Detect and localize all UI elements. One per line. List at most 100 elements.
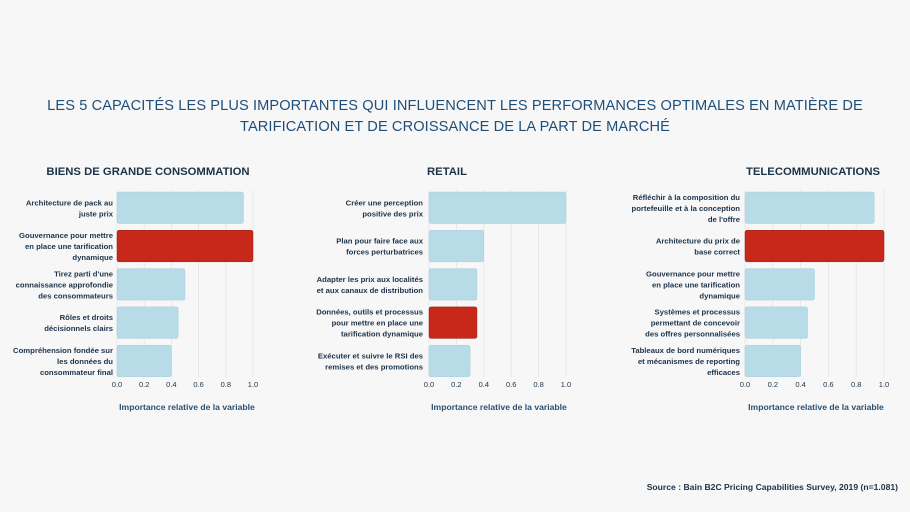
- category-label-line: tarification dynamique: [341, 330, 424, 339]
- bar: [744, 191, 875, 224]
- bar: [116, 191, 244, 224]
- category-label: Tirez parti d'une connaissance approfondi…: [16, 269, 114, 300]
- category-label: Tableaux de bord numériques et mécanismes…: [631, 346, 740, 377]
- category-label-line: Plan pour faire face aux: [336, 237, 423, 246]
- bar: [428, 344, 471, 377]
- category-label: Architecture de pack au juste prix: [26, 198, 114, 218]
- category-label-line: en place une tarification: [652, 280, 740, 289]
- category-label-line: consommateur final: [40, 368, 113, 377]
- category-label-line: Réfléchir à la composition du: [633, 193, 741, 202]
- bar: [428, 268, 478, 301]
- category-label: Plan pour faire face aux forces perturbat…: [336, 237, 423, 257]
- category-label: Systèmes et processus permettant de conce…: [645, 308, 740, 339]
- tick-label: 0.8: [221, 380, 231, 389]
- source-note: Source : Bain B2C Pricing Capabilities S…: [646, 482, 898, 492]
- panel-title: RETAIL: [427, 166, 467, 178]
- category-label-line: des offres personnalisées: [645, 330, 740, 339]
- tick-label: 1.0: [879, 380, 889, 389]
- category-label-line: Tableaux de bord numériques: [631, 346, 740, 355]
- tick-label: 0.8: [533, 380, 543, 389]
- bar-highlight: [428, 306, 478, 339]
- x-axis-label: Importance relative de la variable: [431, 402, 567, 412]
- category-label-line: portefeuille et à la conception: [632, 204, 741, 213]
- tick-label: 0.4: [795, 380, 805, 389]
- tick-label: 0.6: [823, 380, 833, 389]
- category-label-line: Gouvernance pour mettre: [19, 231, 114, 240]
- tick-label: 0.2: [768, 380, 778, 389]
- category-label-line: Architecture de pack au: [26, 198, 113, 207]
- tick-label: 0.0: [740, 380, 750, 389]
- x-axis-label: Importance relative de la variable: [748, 402, 884, 412]
- category-label-line: les données du: [57, 357, 113, 366]
- category-label-line: Architecture du prix de: [656, 237, 741, 246]
- category-label-line: Exécuter et suivre le RSI des: [318, 351, 423, 360]
- category-label-line: Créer une perception: [346, 198, 424, 207]
- category-label: Données, outils et processus pour mettre …: [316, 308, 424, 339]
- category-label-line: remises et des promotions: [325, 362, 423, 371]
- category-label-line: et mécanismes de reporting: [638, 357, 740, 366]
- tick-label: 0.6: [193, 380, 203, 389]
- chart-title-line-1: LES 5 CAPACITÉS LES PLUS IMPORTANTES QUI…: [47, 98, 863, 114]
- panel-title: TELECOMMUNICATIONS: [746, 166, 881, 178]
- category-label-line: permettant de concevoir: [651, 319, 740, 328]
- category-label-line: dynamique: [72, 253, 113, 262]
- category-label-line: en place une tarification: [25, 242, 113, 251]
- bar-highlight: [744, 230, 885, 263]
- category-label-line: Données, outils et processus: [316, 308, 423, 317]
- bar: [744, 268, 815, 301]
- tick-label: 0.0: [112, 380, 122, 389]
- category-label: Adapter les prix aux localités et aux can…: [317, 275, 424, 295]
- category-label: Gouvernance pour mettre en place une tari…: [646, 269, 741, 300]
- tick-label: 0.4: [166, 380, 176, 389]
- panel-title: BIENS DE GRANDE CONSOMMATION: [46, 166, 249, 178]
- tick-label: 1.0: [248, 380, 258, 389]
- category-label: Rôles et droits décisionnels clairs: [44, 313, 113, 333]
- tick-label: 1.0: [561, 380, 571, 389]
- tick-label: 0.2: [451, 380, 461, 389]
- tick-label: 0.0: [424, 380, 434, 389]
- chart-title: LES 5 CAPACITÉS LES PLUS IMPORTANTES QUI…: [0, 96, 910, 138]
- category-label-line: Adapter les prix aux localités: [317, 275, 423, 284]
- bar: [744, 344, 801, 377]
- category-label-line: dynamique: [699, 291, 740, 300]
- chart-panel-3: TELECOMMUNICATIONS Réfléchir à la composi…: [631, 166, 889, 412]
- category-label-line: Tirez parti d'une: [54, 269, 114, 278]
- category-label-line: Systèmes et processus: [655, 308, 740, 317]
- bar: [116, 268, 186, 301]
- bar: [744, 306, 808, 339]
- category-label-line: et aux canaux de distribution: [317, 286, 424, 295]
- x-axis-label: Importance relative de la variable: [119, 402, 255, 412]
- category-label-line: Gouvernance pour mettre: [646, 269, 741, 278]
- chart-title-line-2: TARIFICATION ET DE CROISSANCE DE LA PART…: [240, 119, 670, 135]
- bar-highlight: [116, 230, 254, 263]
- category-label-line: de l'offre: [708, 215, 741, 224]
- category-label-line: juste prix: [78, 209, 114, 218]
- category-label-line: des consommateurs: [38, 291, 113, 300]
- category-label-line: connaissance approfondie: [16, 280, 114, 289]
- category-label: Réfléchir à la composition du portefeuill…: [632, 193, 741, 224]
- bar: [116, 306, 179, 339]
- category-label-line: pour mettre en place une: [332, 319, 424, 328]
- category-label-line: efficaces: [707, 368, 740, 377]
- category-label-line: Rôles et droits: [60, 313, 113, 322]
- category-label-line: positive des prix: [362, 209, 423, 218]
- category-label: Architecture du prix de base correct: [656, 237, 741, 257]
- category-label: Créer une perception positive des prix: [346, 198, 424, 218]
- bar: [428, 230, 485, 263]
- tick-label: 0.6: [506, 380, 516, 389]
- category-label-line: base correct: [694, 248, 740, 257]
- tick-label: 0.8: [851, 380, 861, 389]
- chart-panel-2: RETAIL Créer une perception positive des p…: [316, 166, 571, 412]
- category-label-line: décisionnels clairs: [44, 324, 113, 333]
- bar: [116, 344, 172, 377]
- category-label-line: forces perturbatrices: [346, 248, 423, 257]
- category-label: Gouvernance pour mettre en place une tari…: [19, 231, 114, 262]
- tick-label: 0.4: [479, 380, 489, 389]
- category-label-line: Compréhension fondée sur: [13, 346, 113, 355]
- tick-label: 0.2: [139, 380, 149, 389]
- bar: [428, 191, 567, 224]
- category-label: Exécuter et suivre le RSI des remises et …: [318, 351, 423, 371]
- category-label: Compréhension fondée sur les données du co…: [13, 346, 113, 377]
- chart-panel-1: BIENS DE GRANDE CONSOMMATION Architecture…: [13, 166, 258, 412]
